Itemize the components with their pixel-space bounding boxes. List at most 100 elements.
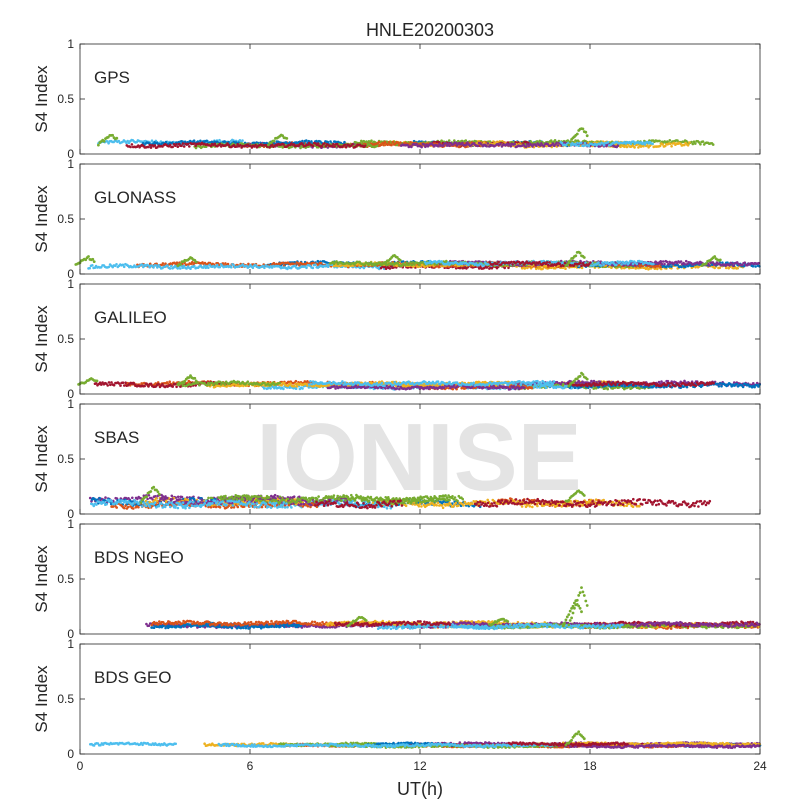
data-point <box>659 265 662 269</box>
data-point <box>391 140 395 144</box>
data-point <box>129 145 132 149</box>
data-point <box>332 142 335 146</box>
data-point <box>125 141 128 145</box>
data-point <box>683 263 687 266</box>
data-point <box>188 139 192 143</box>
data-point <box>556 144 560 147</box>
data-point <box>343 140 346 144</box>
data-point <box>207 266 210 270</box>
data-point <box>476 144 480 148</box>
spike-point <box>568 140 572 144</box>
data-point <box>171 141 174 144</box>
data-point <box>579 141 583 144</box>
panel-label: GLONASS <box>94 188 176 207</box>
y-tick-label: 0.5 <box>57 92 74 106</box>
data-point <box>599 264 603 267</box>
data-point <box>263 266 266 270</box>
data-point <box>314 263 317 267</box>
data-point <box>732 264 735 268</box>
spike-point <box>585 134 589 138</box>
spike-point <box>179 263 183 266</box>
data-point <box>311 266 315 270</box>
data-point <box>335 260 338 263</box>
data-point <box>444 142 448 145</box>
data-point <box>467 263 470 267</box>
data-point <box>625 145 629 149</box>
scatter-points <box>97 127 715 150</box>
data-point <box>616 144 620 147</box>
data-point <box>140 263 144 266</box>
y-axis-label: S4 Index <box>32 185 51 253</box>
data-point <box>699 143 702 146</box>
data-point <box>369 261 373 264</box>
data-point <box>319 261 323 265</box>
data-point <box>383 140 387 144</box>
data-point <box>205 139 209 143</box>
spike-point <box>568 259 572 263</box>
data-point <box>161 262 165 265</box>
data-point <box>262 141 266 145</box>
data-point <box>281 261 285 265</box>
data-point <box>272 261 276 265</box>
data-point <box>658 139 661 143</box>
spike-point <box>87 255 90 258</box>
data-point <box>107 142 110 145</box>
data-point <box>754 265 757 268</box>
data-point <box>456 139 460 143</box>
data-point <box>460 139 464 143</box>
data-point <box>218 265 222 269</box>
data-point <box>659 260 662 263</box>
data-point <box>692 140 696 143</box>
plot-area <box>80 44 760 154</box>
data-point <box>107 265 111 269</box>
data-point <box>576 141 579 145</box>
data-point <box>711 261 715 264</box>
spike-point <box>272 139 276 143</box>
data-point <box>497 260 500 264</box>
data-point <box>635 262 639 266</box>
data-point <box>175 261 179 265</box>
data-point <box>670 145 673 148</box>
data-point <box>686 144 690 147</box>
data-point <box>669 142 672 146</box>
data-point <box>602 263 605 267</box>
data-point <box>396 141 400 144</box>
data-point <box>580 264 583 268</box>
data-point <box>631 262 635 266</box>
data-point <box>661 260 665 263</box>
data-point <box>547 263 550 267</box>
data-point <box>106 140 109 143</box>
data-point <box>115 263 118 266</box>
data-point <box>418 263 421 267</box>
data-point <box>186 142 190 146</box>
spike-point <box>567 143 571 147</box>
data-point <box>724 266 728 270</box>
spike-point <box>575 132 579 136</box>
spike-point <box>582 256 586 259</box>
spike-point <box>578 251 582 255</box>
data-point <box>241 139 244 142</box>
data-point <box>377 140 381 144</box>
data-point <box>668 139 672 142</box>
data-point <box>323 142 326 145</box>
data-point <box>583 141 587 145</box>
data-point <box>448 144 451 148</box>
data-point <box>633 146 636 149</box>
data-point <box>667 265 671 268</box>
data-point <box>409 141 412 144</box>
data-point <box>339 264 342 268</box>
data-point <box>388 267 392 270</box>
data-point <box>527 144 530 148</box>
data-point <box>326 265 330 269</box>
data-point <box>632 140 635 143</box>
plot-area <box>80 164 760 274</box>
data-point <box>601 261 604 264</box>
data-point <box>618 260 622 264</box>
data-point <box>343 143 347 147</box>
data-point <box>370 139 373 142</box>
y-tick-label: 0.5 <box>57 212 74 226</box>
data-point <box>751 265 755 268</box>
